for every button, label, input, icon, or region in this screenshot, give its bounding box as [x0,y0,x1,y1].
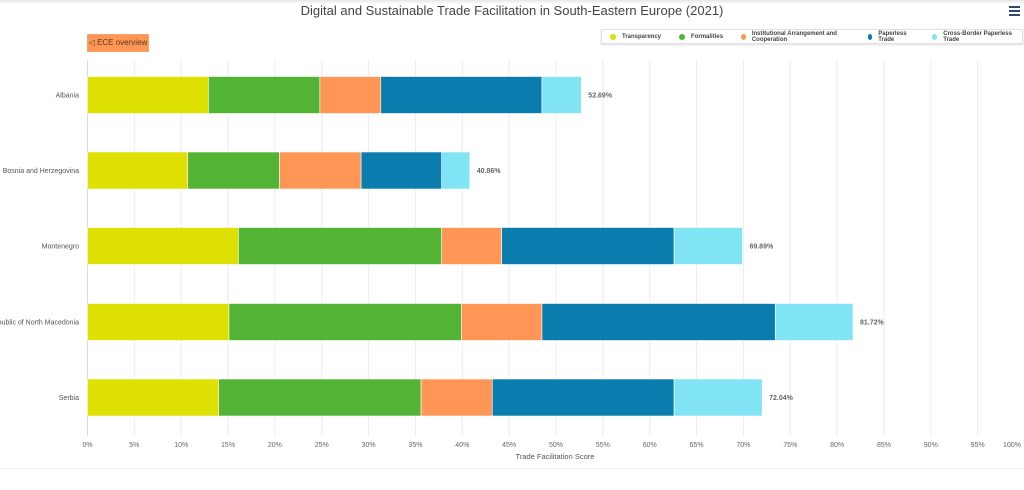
bar-segment-formalities [208,76,321,114]
legend-label: Cross-Border Paperless Trade [943,30,1012,43]
category-label: Serbia [59,395,79,402]
bar-segment-institutional-arrangement-and-cooperation [319,76,382,114]
bar-segment-cross-border-paperless-trade [774,303,854,341]
category-label: Montenegro [42,244,79,251]
bar-segment-transparency [87,378,219,417]
x-tick-label: 100% [1003,442,1021,449]
hamburger-menu-icon[interactable] [1009,6,1020,18]
bar-segment-institutional-arrangement-and-cooperation [420,378,493,417]
x-tick-label: 75% [783,442,797,449]
legend-item[interactable]: Paperless Trade [867,30,915,43]
x-tick-label: 5% [129,442,139,449]
bar-segment-paperless-trade [501,227,675,265]
total-data-label: 52.69% [588,93,613,100]
legend-item[interactable]: Formalities [679,33,724,40]
chart-title: Digital and Sustainable Trade Facilitati… [300,3,724,18]
category-label: Albania [56,93,79,100]
x-axis-title: Trade Facilitation Score [516,452,595,461]
legend-label: Transparency [622,33,662,40]
bar-segment-formalities [228,303,462,341]
ece-overview-button[interactable]: ◁ ECE overview [87,34,149,52]
x-tick-label: 95% [971,442,985,449]
x-tick-label: 65% [690,442,704,449]
x-tick-label: 55% [596,442,610,449]
bar-segment-paperless-trade [541,303,776,341]
category-label: Republic of North Macedonia [0,320,79,327]
total-data-label: 72.04% [769,395,794,402]
x-tick-label: 70% [736,442,750,449]
legend-marker [741,33,746,40]
x-tick-label: 0% [82,442,92,449]
bar-segment-transparency [87,76,209,114]
legend-marker [932,33,938,40]
legend-item[interactable]: Transparency [610,33,662,40]
legend-marker [679,33,686,40]
bar-segment-formalities [238,227,442,265]
x-tick-label: 25% [315,442,329,449]
x-tick-label: 20% [268,442,282,449]
total-data-label: 40.86% [477,168,502,175]
bar-segment-cross-border-paperless-trade [541,76,582,114]
bar-segment-paperless-trade [491,378,675,417]
bar-segment-institutional-arrangement-and-cooperation [441,227,502,265]
bar-segment-institutional-arrangement-and-cooperation [461,303,543,341]
legend-marker [610,33,616,40]
x-tick-label: 80% [830,442,844,449]
bar-segment-transparency [87,227,239,265]
bar-segment-cross-border-paperless-trade [673,378,763,417]
x-tick-label: 10% [174,442,188,449]
legend-marker [867,33,873,40]
legend-label: Paperless Trade [878,30,907,43]
bar-segment-formalities [218,378,422,417]
bar-segment-paperless-trade [360,151,442,190]
total-data-label: 69.89% [749,244,774,251]
bar-segment-transparency [87,151,189,190]
x-tick-label: 30% [362,442,376,449]
legend: Transparency Formalities Institutional Arr… [601,29,1023,44]
legend-label: Formalities [691,33,724,40]
bar-segment-transparency [87,303,230,341]
x-tick-label: 50% [549,442,563,449]
x-tick-label: 85% [877,442,891,449]
top-shadow [0,0,1024,4]
legend-item[interactable]: Cross-Border Paperless Trade [932,31,1012,43]
x-tick-label: 40% [455,442,469,449]
x-tick-label: 45% [502,442,516,449]
legend-item[interactable]: Institutional Arrangement and Cooperatio… [741,31,849,43]
bar-segment-paperless-trade [380,76,543,114]
bar-segment-cross-border-paperless-trade [441,151,471,190]
category-label: Bosnia and Herzegovina [3,168,79,175]
x-tick-label: 15% [221,442,235,449]
divider [0,468,1024,469]
total-data-label: 81.72% [860,320,885,327]
x-tick-label: 35% [408,442,422,449]
legend-label: Institutional Arrangement and Cooperatio… [751,30,837,43]
bar-segment-institutional-arrangement-and-cooperation [279,151,362,190]
bar-segment-cross-border-paperless-trade [673,227,743,265]
bar-segment-formalities [187,151,280,190]
x-tick-label: 60% [643,442,657,449]
x-tick-label: 90% [924,442,938,449]
